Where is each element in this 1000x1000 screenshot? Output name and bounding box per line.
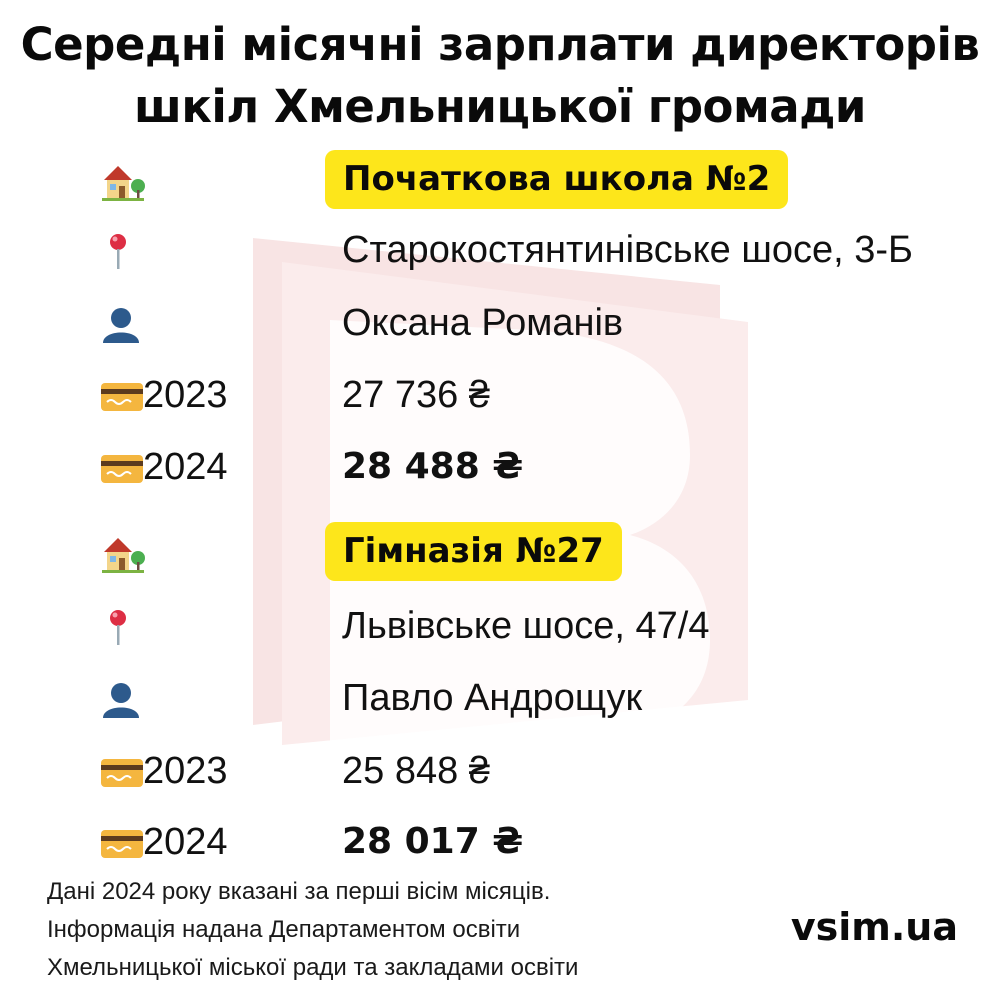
credit-card-icon [100,377,146,417]
school-1-name-badge: Початкова школа №2 [325,150,789,209]
school-1-address: Старокостянтинівське шосе, 3-Б [342,229,913,271]
school-1-salary-2023-row: 2023 27 736 ₴ [0,365,1000,425]
credit-card-icon [100,824,146,864]
school-1-name-row: Початкова школа №2 [0,150,1000,210]
round-pushpin-icon [100,608,146,648]
round-pushpin-icon [100,232,146,272]
school-2-name-badge: Гімназія №27 [325,522,622,581]
school-2-address: Львівське шосе, 47/4 [342,605,710,647]
school-1-salary-2023: 27 736 ₴ [342,374,490,416]
school-2-year-2024: 2024 [143,821,228,863]
school-2-director-row: Павло Андрощук [0,668,1000,728]
footer-note: Дані 2024 року вказані за перші вісім мі… [47,873,578,987]
school-1-director-row: Оксана Романів [0,293,1000,353]
school-2-salary-2023: 25 848 ₴ [342,750,490,792]
school-1-year-2024: 2024 [143,446,228,488]
school-2-salary-2024: 28 017 ₴ [342,821,524,862]
school-2-year-2023: 2023 [143,750,228,792]
footer-line-2: Інформація надана Департаментом освіти [47,916,521,943]
school-1-director: Оксана Романів [342,302,624,344]
brand-logo-text: vsim.ua [790,905,958,949]
school-2-director: Павло Андрощук [342,677,643,719]
house-with-garden-icon [100,534,146,574]
bust-silhouette-icon [100,680,146,720]
school-2-address-row: Львівське шосе, 47/4 [0,596,1000,656]
house-with-garden-icon [100,162,146,202]
school-2-salary-2023-row: 2023 25 848 ₴ [0,741,1000,801]
title-line-1: Середні місячні зарплати директорів [20,18,980,71]
school-1-salary-2024: 28 488 ₴ [342,446,524,487]
page-title: Середні місячні зарплати директорів шкіл… [0,14,1000,138]
school-2-salary-2024-row: 2024 28 017 ₴ [0,812,1000,872]
credit-card-icon [100,753,146,793]
title-line-2: шкіл Хмельницької громади [134,80,866,133]
school-2-name-row: Гімназія №27 [0,522,1000,582]
credit-card-icon [100,449,146,489]
school-1-address-row: Старокостянтинівське шосе, 3-Б [0,220,1000,280]
footer-line-1: Дані 2024 року вказані за перші вісім мі… [47,878,551,905]
footer-line-3: Хмельницької міської ради та закладами о… [47,954,579,981]
school-1-year-2023: 2023 [143,374,228,416]
school-1-salary-2024-row: 2024 28 488 ₴ [0,437,1000,497]
bust-silhouette-icon [100,305,146,345]
